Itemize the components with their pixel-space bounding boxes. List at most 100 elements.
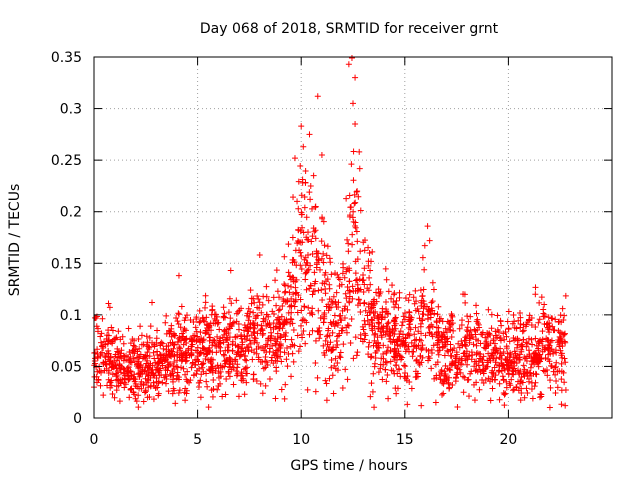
data-point: [244, 370, 251, 377]
data-point: [303, 319, 310, 326]
data-point: [394, 385, 401, 392]
data-point: [503, 345, 510, 352]
data-point: [482, 345, 489, 352]
data-point: [193, 357, 200, 364]
data-point: [293, 276, 300, 283]
data-point: [135, 404, 142, 411]
data-point: [503, 384, 510, 391]
data-point: [142, 353, 149, 360]
data-point: [234, 333, 241, 340]
data-point: [113, 383, 120, 390]
data-point: [346, 213, 353, 220]
data-point: [337, 354, 344, 361]
data-point: [424, 223, 431, 230]
data-point: [486, 378, 493, 385]
data-point: [99, 343, 106, 350]
data-point: [552, 371, 559, 378]
data-point: [521, 394, 528, 401]
data-point: [178, 364, 185, 371]
data-point: [525, 378, 532, 385]
data-point: [353, 228, 360, 235]
data-point: [415, 328, 422, 335]
data-point: [158, 371, 165, 378]
data-point: [334, 359, 341, 366]
data-point: [281, 253, 288, 260]
data-point: [344, 283, 351, 290]
data-point: [289, 259, 296, 266]
data-point: [273, 316, 280, 323]
data-point: [457, 369, 464, 376]
data-point: [300, 328, 307, 335]
data-point: [323, 397, 330, 404]
data-point: [490, 346, 497, 353]
data-point: [415, 308, 422, 315]
data-point: [501, 366, 508, 373]
data-point: [235, 308, 242, 315]
data-point: [235, 320, 242, 327]
data-point: [199, 364, 206, 371]
data-point: [464, 313, 471, 320]
data-point: [190, 332, 197, 339]
data-point: [385, 344, 392, 351]
data-point: [306, 131, 313, 138]
data-point: [108, 361, 115, 368]
data-point: [547, 377, 554, 384]
data-point: [152, 366, 159, 373]
data-point: [450, 327, 457, 334]
data-point: [273, 267, 280, 274]
data-point: [179, 333, 186, 340]
data-point: [356, 165, 363, 172]
data-point: [483, 338, 490, 345]
data-point: [289, 234, 296, 241]
data-point: [126, 394, 133, 401]
data-point: [447, 346, 454, 353]
data-point: [270, 294, 277, 301]
data-point: [357, 286, 364, 293]
data-point: [561, 355, 568, 362]
data-point: [518, 348, 525, 355]
data-point: [144, 339, 151, 346]
data-point: [244, 312, 251, 319]
data-point: [182, 371, 189, 378]
data-point: [209, 349, 216, 356]
data-point: [144, 394, 151, 401]
data-point: [456, 344, 463, 351]
data-point: [310, 288, 317, 295]
data-point: [336, 353, 343, 360]
data-point: [536, 340, 543, 347]
data-point: [262, 364, 269, 371]
data-point: [307, 182, 314, 189]
data-point: [109, 327, 116, 334]
data-point: [346, 267, 353, 274]
data-point: [555, 338, 562, 345]
data-point: [154, 384, 161, 391]
data-point: [461, 374, 468, 381]
data-point: [434, 359, 441, 366]
data-point: [131, 350, 138, 357]
data-point: [105, 300, 112, 307]
data-point: [531, 355, 538, 362]
data-point: [368, 316, 375, 323]
data-point: [487, 397, 494, 404]
data-point: [356, 148, 363, 155]
data-point: [366, 274, 373, 281]
data-point: [320, 250, 327, 257]
x-tick-label: 20: [499, 432, 517, 448]
data-point: [170, 372, 177, 379]
data-point: [375, 340, 382, 347]
data-point: [323, 252, 330, 259]
data-point: [297, 249, 304, 256]
data-point: [420, 305, 427, 312]
data-point: [342, 290, 349, 297]
data-point: [127, 386, 134, 393]
data-point: [425, 348, 432, 355]
data-point: [544, 372, 551, 379]
data-point: [562, 292, 569, 299]
data-point: [233, 367, 240, 374]
data-point: [516, 351, 523, 358]
data-point: [115, 328, 122, 335]
data-point: [259, 390, 266, 397]
data-point: [392, 315, 399, 322]
data-point: [343, 329, 350, 336]
data-point: [482, 334, 489, 341]
